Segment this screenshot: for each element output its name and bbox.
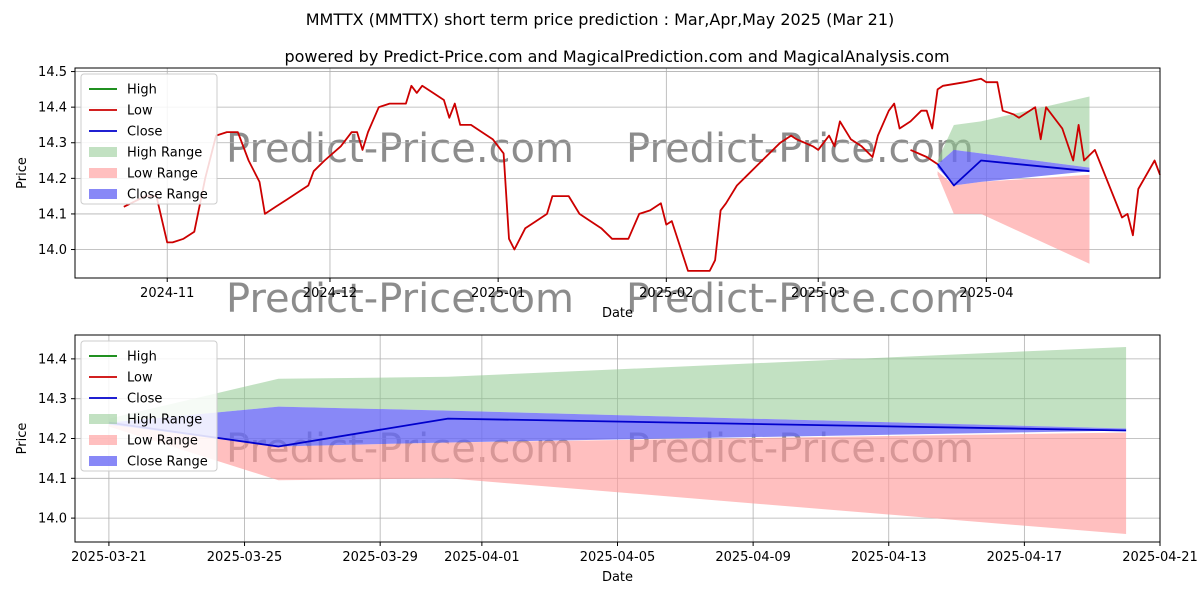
chart-2-x-tick-label: 2025-04-17 xyxy=(987,550,1063,565)
chart-1-close-line xyxy=(936,159,1090,187)
chart-1-legend-label-low-range: Low Range xyxy=(127,167,198,182)
chart-2-x-tick-label: 2025-03-29 xyxy=(342,550,418,565)
chart-1-x-tick-label: 2025-04 xyxy=(959,286,1013,301)
chart-1-watermark: Predict-Price.com xyxy=(626,126,974,172)
chart-2-x-tick-label: 2025-04-09 xyxy=(715,550,791,565)
chart-1-watermark: Predict-Price.com xyxy=(626,276,974,322)
chart-2-x-tick-label: 2025-04-13 xyxy=(851,550,927,565)
chart-2-legend-label-low-range: Low Range xyxy=(127,434,198,449)
chart-1-legend-swatch-low-range xyxy=(89,168,117,178)
chart-2-legend-label-close: Close xyxy=(127,392,162,407)
chart-2-y-tick-label: 14.1 xyxy=(38,472,67,487)
chart-subtitle: powered by Predict-Price.com and Magical… xyxy=(284,47,949,66)
chart-2-y-tick-label: 14.0 xyxy=(38,512,67,527)
chart-1-low-range-band xyxy=(937,171,1090,264)
chart-1-watermark: Predict-Price.com xyxy=(226,126,574,172)
chart-2-x-tick-label: 2025-04-05 xyxy=(580,550,656,565)
chart-2-high-range-band xyxy=(108,346,1127,429)
chart-2-y-tick-label: 14.4 xyxy=(38,352,67,367)
chart-2-legend-label-low: Low xyxy=(127,371,153,386)
chart-2-y-axis-label: Price xyxy=(15,423,30,455)
chart-1-x-tick-label: 2025-01 xyxy=(471,286,525,301)
chart-1-x-axis-label: Date xyxy=(602,306,633,321)
chart-1-y-tick-label: 14.1 xyxy=(38,207,67,222)
chart-2-y-tick-label: 14.3 xyxy=(38,392,67,407)
chart-2-low-range-band xyxy=(108,424,1127,535)
chart-1-legend-swatch-high-range xyxy=(89,147,117,157)
chart-1-legend-swatch-close-range xyxy=(89,189,117,199)
chart-1-legend-label-high-range: High Range xyxy=(127,146,202,161)
chart-2-x-tick-label: 2025-03-25 xyxy=(207,550,283,565)
chart-1-low-line xyxy=(123,77,1161,272)
chart-1-legend-label-high: High xyxy=(127,83,157,98)
chart-1-y-tick-label: 14.2 xyxy=(38,172,67,187)
chart-1-y-tick-label: 14.0 xyxy=(38,243,67,258)
chart-1-x-tick-label: 2025-03 xyxy=(791,286,845,301)
chart-title: MMTTX (MMTTX) short term price predictio… xyxy=(306,10,894,29)
chart-2-x-axis-label: Date xyxy=(602,570,633,585)
chart-2-legend-label-high-range: High Range xyxy=(127,413,202,428)
chart-2-x-tick-label: 2025-04-21 xyxy=(1122,550,1198,565)
chart-1-x-tick-label: 2024-12 xyxy=(303,286,357,301)
chart-2-x-tick-label: 2025-03-21 xyxy=(71,550,147,565)
chart-1-y-tick-label: 14.3 xyxy=(38,136,67,151)
chart-1-legend-label-close: Close xyxy=(127,125,162,140)
chart-1-y-tick-label: 14.4 xyxy=(38,101,67,116)
chart-2-y-tick-label: 14.2 xyxy=(38,432,67,447)
chart-1-legend-label-close-range: Close Range xyxy=(127,188,208,203)
chart-2-panel: Predict-Price.comPredict-Price.com2025-0… xyxy=(15,334,1198,585)
chart-2-close-range-band xyxy=(108,406,1127,447)
chart-1-x-tick-label: 2025-02 xyxy=(639,286,693,301)
chart-2-legend-swatch-close-range xyxy=(89,456,117,466)
chart-2-x-tick-label: 2025-04-01 xyxy=(444,550,520,565)
chart-1-y-axis-label: Price xyxy=(15,157,30,189)
chart-1-axes-frame xyxy=(74,67,1161,279)
chart-1-watermark: Predict-Price.com xyxy=(226,276,574,322)
chart-2-legend-label-close-range: Close Range xyxy=(127,455,208,470)
chart-1-x-tick-label: 2024-11 xyxy=(140,286,194,301)
chart-1-legend-label-low: Low xyxy=(127,104,153,119)
chart-2-legend-label-high: High xyxy=(127,350,157,365)
chart-1-y-tick-label: 14.5 xyxy=(38,65,67,80)
chart-1-panel: Predict-Price.com Predict-Price.com Predic… xyxy=(15,65,1161,322)
chart-1-close-range-band xyxy=(937,149,1090,186)
chart-2-legend-swatch-high-range xyxy=(89,414,117,424)
chart-1-low-line xyxy=(910,149,939,165)
chart-2-legend-swatch-low-range xyxy=(89,435,117,445)
